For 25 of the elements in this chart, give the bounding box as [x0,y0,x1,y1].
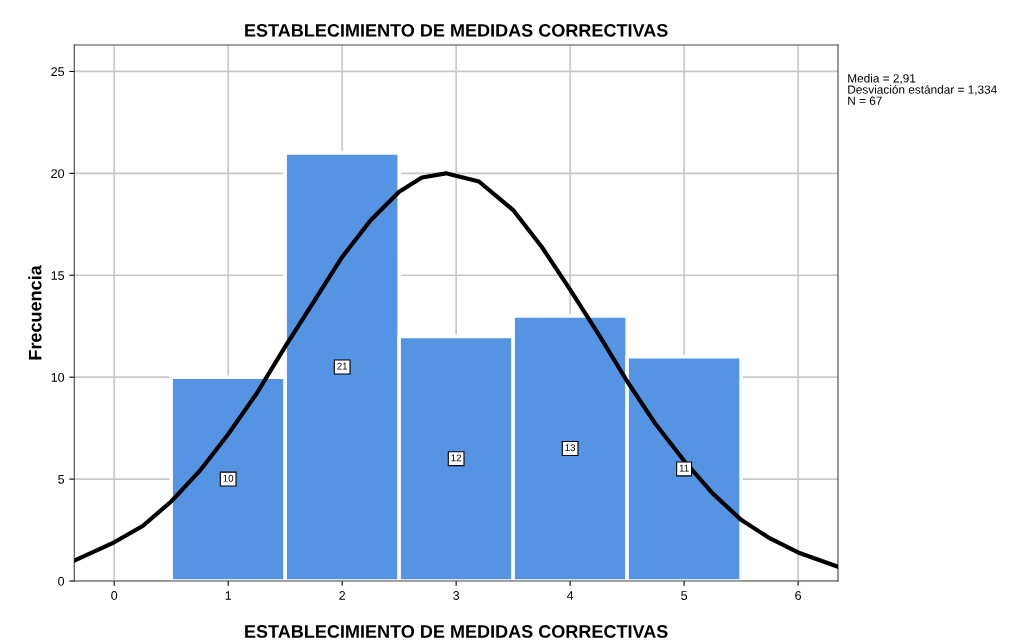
text: Media = 2,91 [848,73,916,84]
x-tick-label: 6 [795,591,802,600]
x-tick-label: 2 [339,591,346,600]
y-tick-label: 20 [51,169,65,178]
x-tick-label: 0 [111,591,118,600]
text: N = 67 [848,96,882,105]
y-tick-label: 5 [58,475,65,484]
x-axis-title: ESTABLECIMIENTO DE MEDIDAS CORRECTIVAS [245,625,668,638]
x-tick-label: 4 [566,591,574,600]
x-tick-label: 3 [453,591,460,600]
data-label: 12 [451,454,462,462]
y-tick-label: 15 [51,271,65,280]
x-tick-label: 1 [225,591,232,600]
y-tick-label: 10 [51,372,65,382]
data-label: 11 [679,464,689,472]
y-tick-label: 25 [51,67,65,77]
data-label: 21 [337,362,348,370]
y-tick-label: 0 [58,576,65,586]
data-label: 10 [223,474,234,482]
y-axis-title: Frecuencia [28,265,42,360]
chart-title: ESTABLECIMIENTO DE MEDIDAS CORRECTIVAS [245,24,668,37]
x-tick-label: 5 [681,591,688,600]
line-series [74,171,838,569]
text: Desviación estándar = 1,334 [848,84,997,96]
data-label: 13 [565,444,576,452]
